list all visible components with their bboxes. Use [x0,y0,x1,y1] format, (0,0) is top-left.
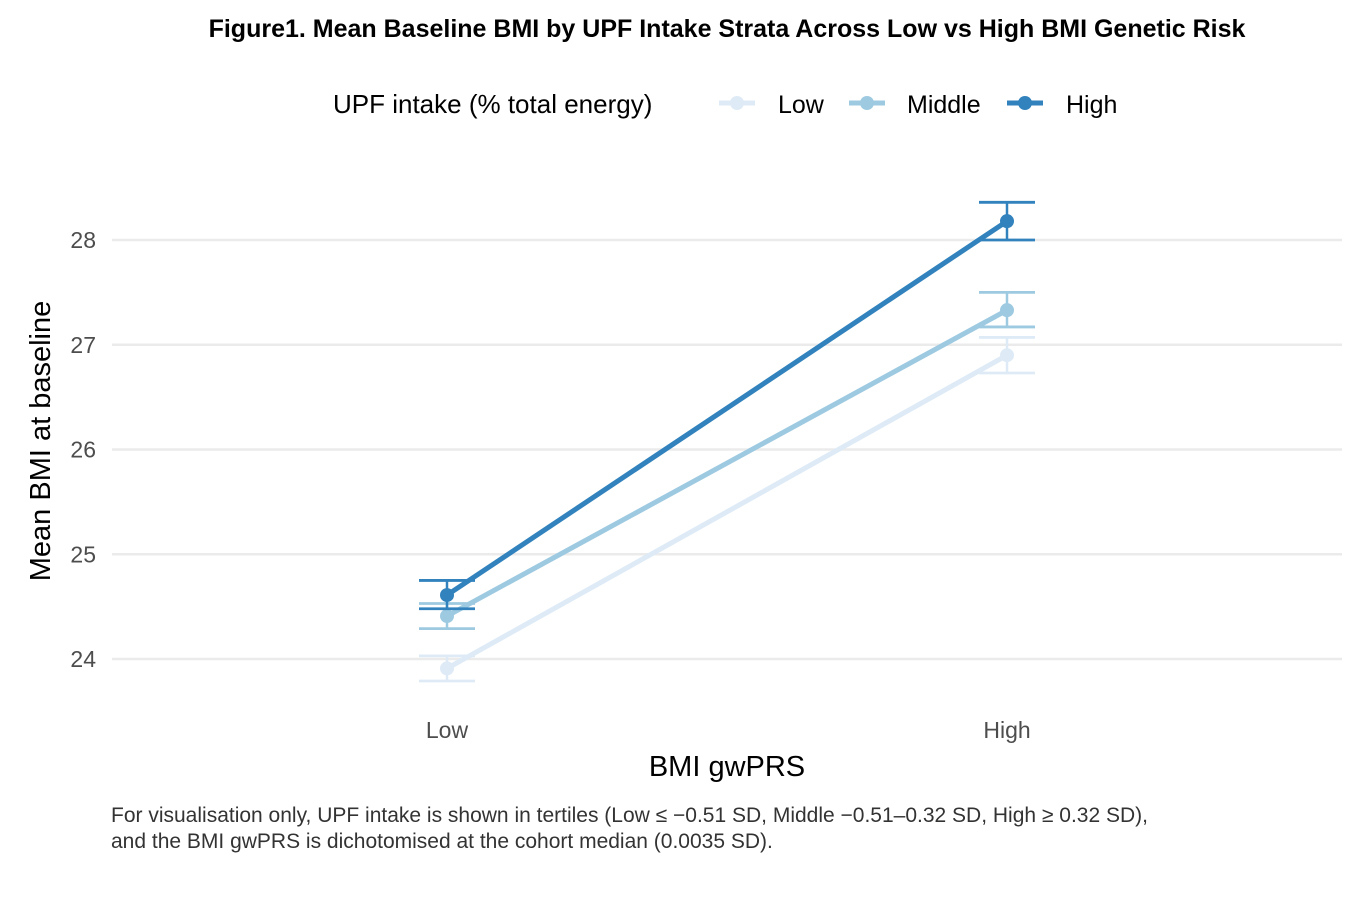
legend-title: UPF intake (% total energy) [333,89,652,119]
gridlines [112,238,1342,661]
caption-line-2: and the BMI gwPRS is dichotomised at the… [111,830,773,853]
series-line-low [445,353,1009,671]
series-low [419,336,1035,683]
y-axis-title: Mean BMI at baseline [25,301,57,581]
y-axis-ticks: 24 25 26 27 28 [70,227,96,672]
series-line-middle [445,307,1009,619]
point-middle-low [440,609,454,624]
point-middle-high [1000,303,1014,318]
legend-item-middle: Middle [849,91,981,119]
legend-item-high: High [1007,91,1117,119]
x-axis-title: BMI gwPRS [649,751,805,783]
legend-items: Low Middle High [719,91,1117,119]
series-middle [419,290,1035,631]
legend-label-low: Low [778,91,825,119]
chart-title: Figure1. Mean Baseline BMI by UPF Intake… [209,15,1246,43]
legend-item-low: Low [719,91,825,119]
legend-label-middle: Middle [907,91,981,119]
series-line-high [445,219,1009,598]
y-tick-label-26: 26 [70,437,96,463]
legend-key-point [730,96,744,110]
x-tick-label-low: Low [426,717,469,743]
series-layer [419,200,1035,683]
series-high [419,200,1035,611]
legend-key-point [860,96,874,110]
y-tick-label-27: 27 [70,332,96,358]
legend-key-point [1018,96,1032,110]
point-low-high [1000,348,1014,363]
point-high-high [1000,214,1014,229]
x-tick-label-high: High [983,717,1030,743]
y-tick-label-24: 24 [70,646,96,672]
y-tick-label-25: 25 [70,541,96,567]
legend-label-high: High [1066,91,1117,119]
legend: UPF intake (% total energy) Low Middle Hig… [333,89,1117,119]
point-high-low [440,588,454,603]
x-axis-ticks: Low High [426,717,1031,743]
point-low-low [440,661,454,676]
caption-line-1: For visualisation only, UPF intake is sh… [111,804,1148,827]
y-tick-label-28: 28 [70,227,96,253]
